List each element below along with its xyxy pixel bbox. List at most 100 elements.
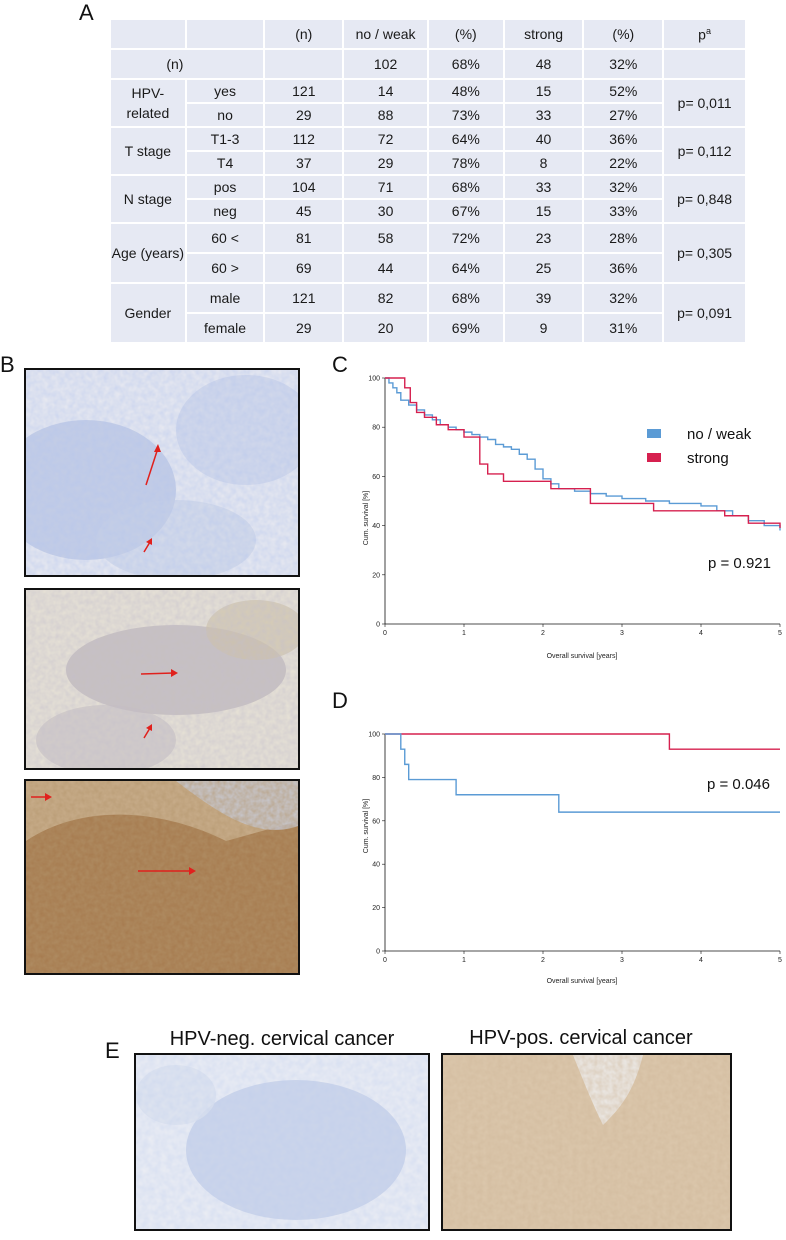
table-row: T stage T1-3 112 72 64% 40 36% p= 0,112: [111, 128, 745, 174]
table-row: 60 > 69 44 64% 25 36%: [111, 254, 745, 282]
header-cell: [186, 20, 264, 48]
table-row: Age (years) 60 < 81 58 72% 23 28% p= 0,3…: [111, 224, 745, 282]
panel-e-left-title: HPV-neg. cervical cancer: [169, 1028, 395, 1050]
table-cell: 60 <: [186, 224, 264, 252]
micrograph-image: [443, 1055, 730, 1229]
series-line-no-weak: [385, 733, 780, 813]
p-value-cell: p= 0,305: [664, 224, 745, 282]
table-cell: 44: [344, 254, 427, 282]
table-cell: 45: [265, 200, 343, 222]
x-tick-label: 5: [778, 630, 782, 637]
table-cell: 69%: [428, 314, 503, 342]
header-cell: pa: [664, 20, 745, 48]
table-cell: 15: [504, 200, 583, 222]
table-row: female 29 20 69% 9 31%: [111, 314, 745, 342]
p-value-label: p = 0.046: [707, 776, 770, 793]
table-cell: 68%: [428, 50, 503, 78]
x-tick-label: 1: [462, 957, 466, 964]
micrograph-moderate-staining: [24, 588, 300, 770]
legend-label-no-weak: no / weak: [687, 426, 752, 443]
y-tick-label: 20: [372, 572, 380, 579]
micrograph-image: [26, 781, 298, 973]
y-axis-title: Cum. survival [%]: [363, 491, 370, 546]
micrograph-image: [26, 370, 298, 575]
table-cell: male: [186, 284, 264, 312]
survival-chart-c: 0 1 2 3 4 5 0 20 40 60 80 100 Cum. survival [%] Ove…: [363, 376, 782, 661]
table-cell: [664, 50, 745, 78]
table-row: neg 45 30 67% 15 33%: [111, 200, 745, 222]
table-cell: 82: [344, 284, 427, 312]
table-cell: 30: [344, 200, 427, 222]
y-tick-label: 100: [368, 376, 380, 383]
header-cell: strong: [504, 20, 583, 48]
panel-label-e: E: [105, 1038, 120, 1063]
table-cell: 37: [265, 152, 343, 174]
x-tick-label: 1: [462, 630, 466, 637]
legend-swatch-strong: [647, 453, 661, 462]
x-tick-label: 4: [699, 630, 703, 637]
p-value-label: p = 0.921: [708, 555, 771, 572]
y-tick-label: 60: [372, 818, 380, 825]
table-cell: 71: [344, 176, 427, 198]
y-tick-label: 80: [372, 425, 380, 432]
p-value-cell: p= 0,011: [664, 80, 745, 126]
table-cell: 78%: [428, 152, 503, 174]
table-cell: 9: [504, 314, 583, 342]
table-cell: [265, 50, 343, 78]
table-cell: yes: [186, 80, 264, 102]
table-row: T4 37 29 78% 8 22%: [111, 152, 745, 174]
x-tick-label: 4: [699, 957, 703, 964]
table-cell: 64%: [428, 254, 503, 282]
y-tick-label: 20: [372, 905, 380, 912]
table-cell: 36%: [584, 254, 663, 282]
table-cell: 121: [265, 284, 343, 312]
table-cell: 102: [344, 50, 427, 78]
micrograph-hpv-pos: [441, 1053, 732, 1231]
panel-label-c: C: [332, 352, 348, 377]
y-tick-label: 60: [372, 474, 380, 481]
micrograph-hpv-neg: [134, 1053, 430, 1231]
table-cell: 69: [265, 254, 343, 282]
panel-label-d: D: [332, 688, 348, 713]
table-cell: 29: [265, 314, 343, 342]
table-cell: 27%: [584, 104, 663, 126]
series-line-strong: [385, 377, 781, 529]
header-cell: (%): [584, 20, 663, 48]
table-cell: 29: [265, 104, 343, 126]
table-cell: T1-3: [186, 128, 264, 150]
micrograph-strong-staining: [24, 779, 300, 975]
table-cell: 39: [504, 284, 583, 312]
table-header-row: (n) no / weak (%) strong (%) pa: [111, 20, 745, 48]
data-table: (n) no / weak (%) strong (%) pa (n) 102 …: [109, 18, 747, 344]
table-cell: 23: [504, 224, 583, 252]
x-tick-label: 0: [383, 630, 387, 637]
table-cell: 28%: [584, 224, 663, 252]
table-cell: 31%: [584, 314, 663, 342]
y-tick-label: 0: [376, 622, 380, 629]
table-cell: no: [186, 104, 264, 126]
table-cell: 40: [504, 128, 583, 150]
table-cell: neg: [186, 200, 264, 222]
table-cell: 20: [344, 314, 427, 342]
group-label-gender: Gender: [111, 284, 185, 342]
table-cell: 33: [504, 176, 583, 198]
micrograph-image: [136, 1055, 428, 1229]
table-cell: 48%: [428, 80, 503, 102]
table-cell: 58: [344, 224, 427, 252]
table-row: (n) 102 68% 48 32%: [111, 50, 745, 78]
p-value-cell: p= 0,848: [664, 176, 745, 222]
table-cell: 22%: [584, 152, 663, 174]
table-cell: 68%: [428, 284, 503, 312]
table-cell: 29: [344, 152, 427, 174]
table-cell: 48: [504, 50, 583, 78]
header-cell: (%): [428, 20, 503, 48]
group-label-n-stage: N stage: [111, 176, 185, 222]
legend-swatch-no-weak: [647, 429, 661, 438]
table-cell: 88: [344, 104, 427, 126]
table-cell: 112: [265, 128, 343, 150]
table-cell: pos: [186, 176, 264, 198]
x-tick-label: 2: [541, 957, 545, 964]
header-cell: (n): [265, 20, 343, 48]
table-cell: 36%: [584, 128, 663, 150]
table-cell: 14: [344, 80, 427, 102]
